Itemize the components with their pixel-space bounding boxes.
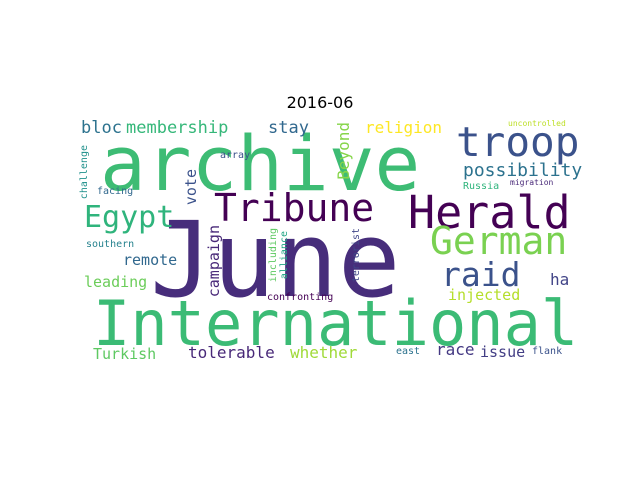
word-southern: southern: [86, 239, 135, 250]
word-east: east: [396, 346, 421, 357]
word-campaign: campaign: [205, 225, 223, 298]
word-alliance: alliance: [279, 231, 290, 280]
word-issue: issue: [480, 343, 526, 361]
word-june: June: [150, 199, 401, 321]
word-membership: membership: [126, 118, 229, 138]
word-religion: religion: [365, 118, 443, 137]
word-injected: injected: [448, 286, 521, 304]
word-race: race: [436, 340, 475, 359]
word-troop: troop: [456, 118, 580, 166]
word-russia: Russia: [463, 181, 500, 192]
word-array: array: [220, 150, 251, 161]
word-cloud: archive June International Herald Tribun…: [79, 118, 582, 363]
word-migration: migration: [510, 178, 554, 187]
word-uncontrolled: uncontrolled: [508, 119, 566, 128]
word-beyond: Beyond: [334, 122, 353, 180]
word-tribune: Tribune: [214, 186, 375, 230]
word-whether: whether: [290, 343, 358, 362]
chart-title: 2016-06: [286, 93, 354, 112]
word-herald: Herald: [408, 186, 571, 239]
word-possibility: possibility: [463, 160, 583, 181]
word-leading: leading: [84, 273, 148, 291]
word-international: International: [93, 287, 579, 360]
word-remote: remote: [123, 251, 178, 269]
word-tolerable: tolerable: [188, 343, 275, 362]
word-challenge: challenge: [79, 145, 90, 200]
word-german: German: [430, 219, 568, 263]
word-archive: archive: [100, 119, 421, 208]
word-ha: ha: [550, 270, 570, 289]
word-egypt: Egypt: [84, 200, 175, 235]
word-raid: raid: [441, 255, 521, 294]
word-turkish: Turkish: [93, 345, 157, 363]
word-stay: stay: [268, 118, 309, 138]
word-vote: vote: [182, 169, 200, 206]
word-flank: flank: [532, 346, 563, 357]
word-including: including: [268, 228, 279, 283]
word-facing: facing: [97, 186, 134, 197]
word-bloc: bloc: [81, 118, 122, 138]
word-confronting: confronting: [267, 292, 334, 303]
word-terrorist: terrorist: [351, 228, 362, 283]
